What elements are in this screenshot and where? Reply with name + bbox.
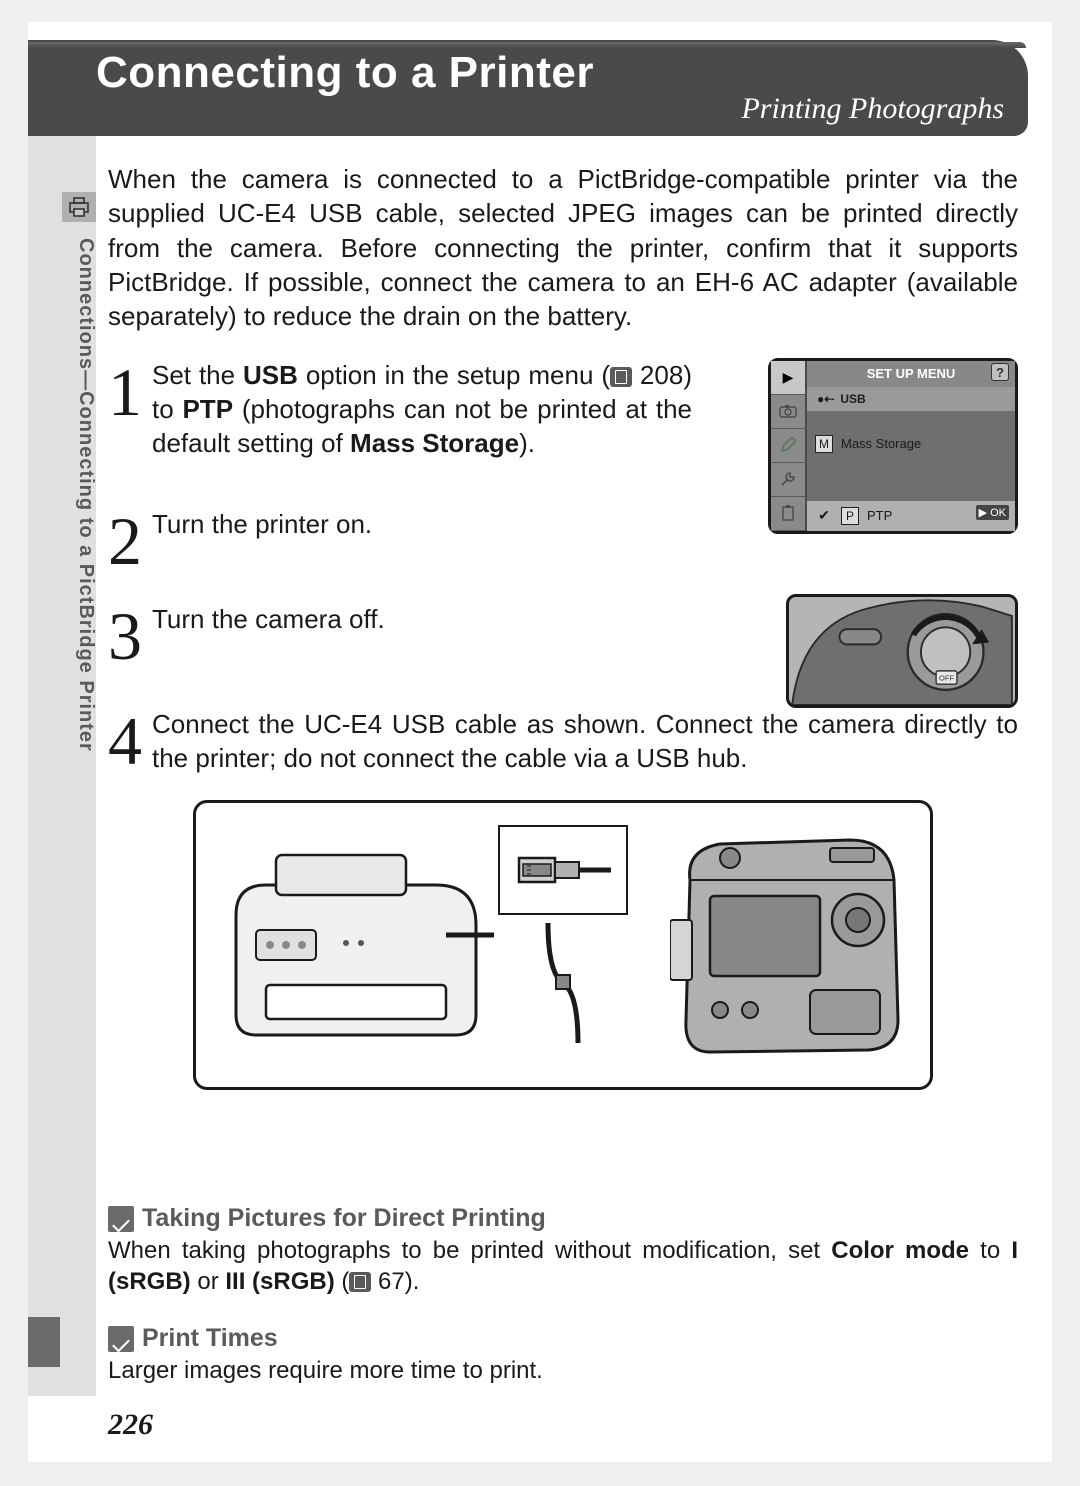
c1-post: ). <box>405 1268 420 1295</box>
step-1-number: 1 <box>108 362 152 461</box>
callout-2-title: Print Times <box>142 1324 278 1353</box>
page-number: 226 <box>108 1408 153 1442</box>
step1-pre: Set the <box>152 360 243 390</box>
step1-b3: Mass Storage <box>350 428 519 458</box>
callout-1-title-row: Taking Pictures for Direct Printing <box>108 1204 1018 1233</box>
callout-1-title: Taking Pictures for Direct Printing <box>142 1204 546 1233</box>
callout-2-body: Larger images require more time to print… <box>108 1355 1018 1386</box>
callout-print-times: Print Times Larger images require more t… <box>108 1324 1018 1386</box>
step-1-text: Set the USB option in the setup menu ( 2… <box>152 358 692 461</box>
menu-sub-label: USB <box>840 392 865 406</box>
page-subtitle: Printing Photographs <box>741 92 1004 126</box>
menu-title: SET UP MENU <box>867 366 956 381</box>
header-bar: Connecting to a Printer Printing Photogr… <box>28 40 1028 136</box>
c1-ref: 67 <box>378 1268 405 1295</box>
menu-left-icons: ▶ <box>771 361 807 531</box>
c1-b1: Color mode <box>831 1237 969 1264</box>
step-4-text: Connect the UC-E4 USB cable as shown. Co… <box>152 707 1018 776</box>
step1-ref: 208 <box>640 360 683 390</box>
note-icon <box>108 1206 134 1232</box>
menu-left-icon-pencil <box>771 429 805 463</box>
step-2-text: Turn the printer on. <box>152 507 1018 572</box>
menu-opt1-label: Mass Storage <box>841 436 921 451</box>
step-3-text: Turn the camera off. <box>152 602 692 667</box>
menu-left-icon-play: ▶ <box>771 361 805 395</box>
step1-mid1: option in the setup menu ( <box>298 360 610 390</box>
step-2: 2 Turn the printer on. <box>108 507 1018 572</box>
camera-body-icon <box>670 830 910 1060</box>
page-ref-icon <box>349 1272 371 1292</box>
content-area: When the camera is connected to a PictBr… <box>108 162 1018 1090</box>
menu-opt-mass-storage: M Mass Storage <box>815 429 921 459</box>
step-1: 1 Set the USB option in the setup menu (… <box>108 358 1018 461</box>
callout-direct-printing: Taking Pictures for Direct Printing When… <box>108 1204 1018 1297</box>
note-icon <box>108 1326 134 1352</box>
callout-1-body: When taking photographs to be printed wi… <box>108 1235 1018 1297</box>
camera-off-graphic: OFF <box>786 594 1018 708</box>
menu-help-icon: ? <box>991 363 1009 381</box>
connection-diagram <box>193 800 933 1090</box>
menu-title-row: SET UP MENU ? <box>807 361 1015 387</box>
callout-2-title-row: Print Times <box>108 1324 1018 1353</box>
menu-right-panel: SET UP MENU ? ●⇠USB M Mass Storage ✔ <box>807 361 1015 531</box>
menu-left-icon-wrench <box>771 463 805 497</box>
svg-text:OFF: OFF <box>939 673 955 682</box>
c1-m3: ( <box>335 1268 350 1295</box>
page-title: Connecting to a Printer <box>96 48 1028 98</box>
menu-opt1-letter: M <box>815 435 833 453</box>
c1-b3: III (sRGB) <box>225 1268 334 1295</box>
step1-post: ). <box>519 428 535 458</box>
step1-b1: USB <box>243 360 298 390</box>
left-gutter-dark-tab <box>28 1317 60 1367</box>
step-4-number: 4 <box>108 711 152 776</box>
c1-pre: When taking photographs to be printed wi… <box>108 1237 831 1264</box>
printer-icon <box>216 835 496 1055</box>
menu-left-icon-camera <box>771 395 805 429</box>
step-3-number: 3 <box>108 606 152 667</box>
sidebar-print-icon <box>62 192 96 222</box>
step-2-number: 2 <box>108 511 152 572</box>
c1-m2: or <box>191 1268 226 1295</box>
step1-b2: PTP <box>182 394 233 424</box>
sidebar-section-label: Connections—Connecting to a PictBridge P… <box>74 238 97 752</box>
step-3: 3 Turn the camera off. OFF <box>108 602 1018 667</box>
cable-icon <box>538 923 588 1043</box>
page-container: Connections—Connecting to a PictBridge P… <box>28 22 1052 1462</box>
intro-paragraph: When the camera is connected to a PictBr… <box>108 162 1018 334</box>
menu-sub-row: ●⇠USB <box>807 387 1015 411</box>
step-4: 4 Connect the UC-E4 USB cable as shown. … <box>108 707 1018 776</box>
c1-m1: to <box>969 1237 1011 1264</box>
usb-connector-detail <box>498 825 628 915</box>
page-ref-icon <box>610 367 632 387</box>
